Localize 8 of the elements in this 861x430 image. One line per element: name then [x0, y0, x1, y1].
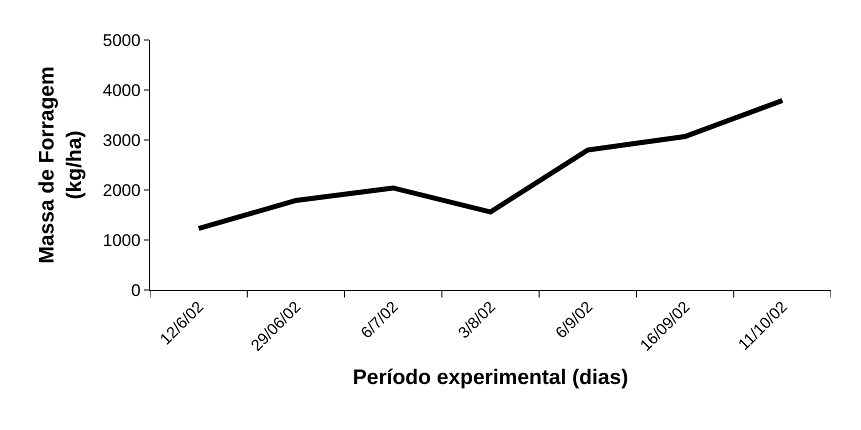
y-tick-label: 5000 — [102, 30, 141, 50]
y-tick-label: 3000 — [102, 130, 141, 150]
y-tick-label: 1000 — [102, 230, 141, 250]
y-tick-label: 4000 — [102, 80, 141, 100]
x-axis-title: Período experimental (dias) — [352, 366, 628, 389]
y-axis-title: Massa de Forragem (kg/ha) — [36, 66, 86, 264]
y-tick-label: 0 — [131, 280, 141, 300]
y-tick-label: 2000 — [102, 180, 141, 200]
